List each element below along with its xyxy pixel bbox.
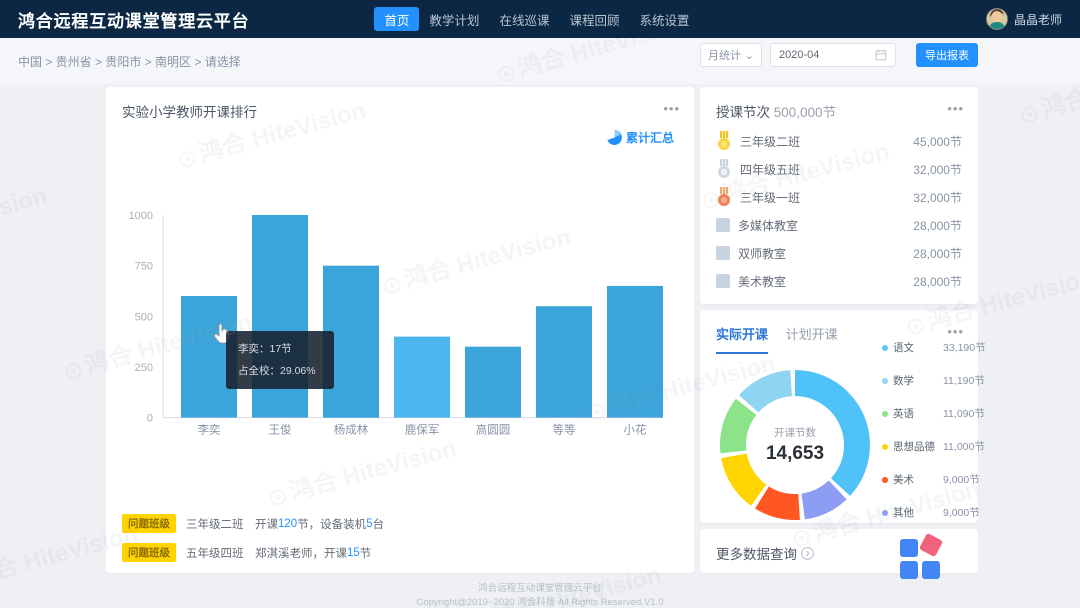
svg-text:高圆圆: 高圆圆	[476, 423, 511, 437]
svg-text:等等: 等等	[553, 423, 576, 437]
svg-text:鹿保军: 鹿保军	[405, 423, 440, 437]
svg-text:王俊: 王俊	[269, 423, 292, 437]
svg-text:250: 250	[135, 362, 153, 374]
svg-text:李奕: 李奕	[198, 423, 221, 437]
svg-text:1000: 1000	[129, 210, 153, 222]
svg-text:500: 500	[135, 311, 153, 323]
svg-text:0: 0	[147, 413, 153, 425]
svg-text:杨成林: 杨成林	[334, 423, 369, 437]
svg-text:750: 750	[135, 261, 153, 273]
svg-text:小花: 小花	[624, 424, 647, 437]
